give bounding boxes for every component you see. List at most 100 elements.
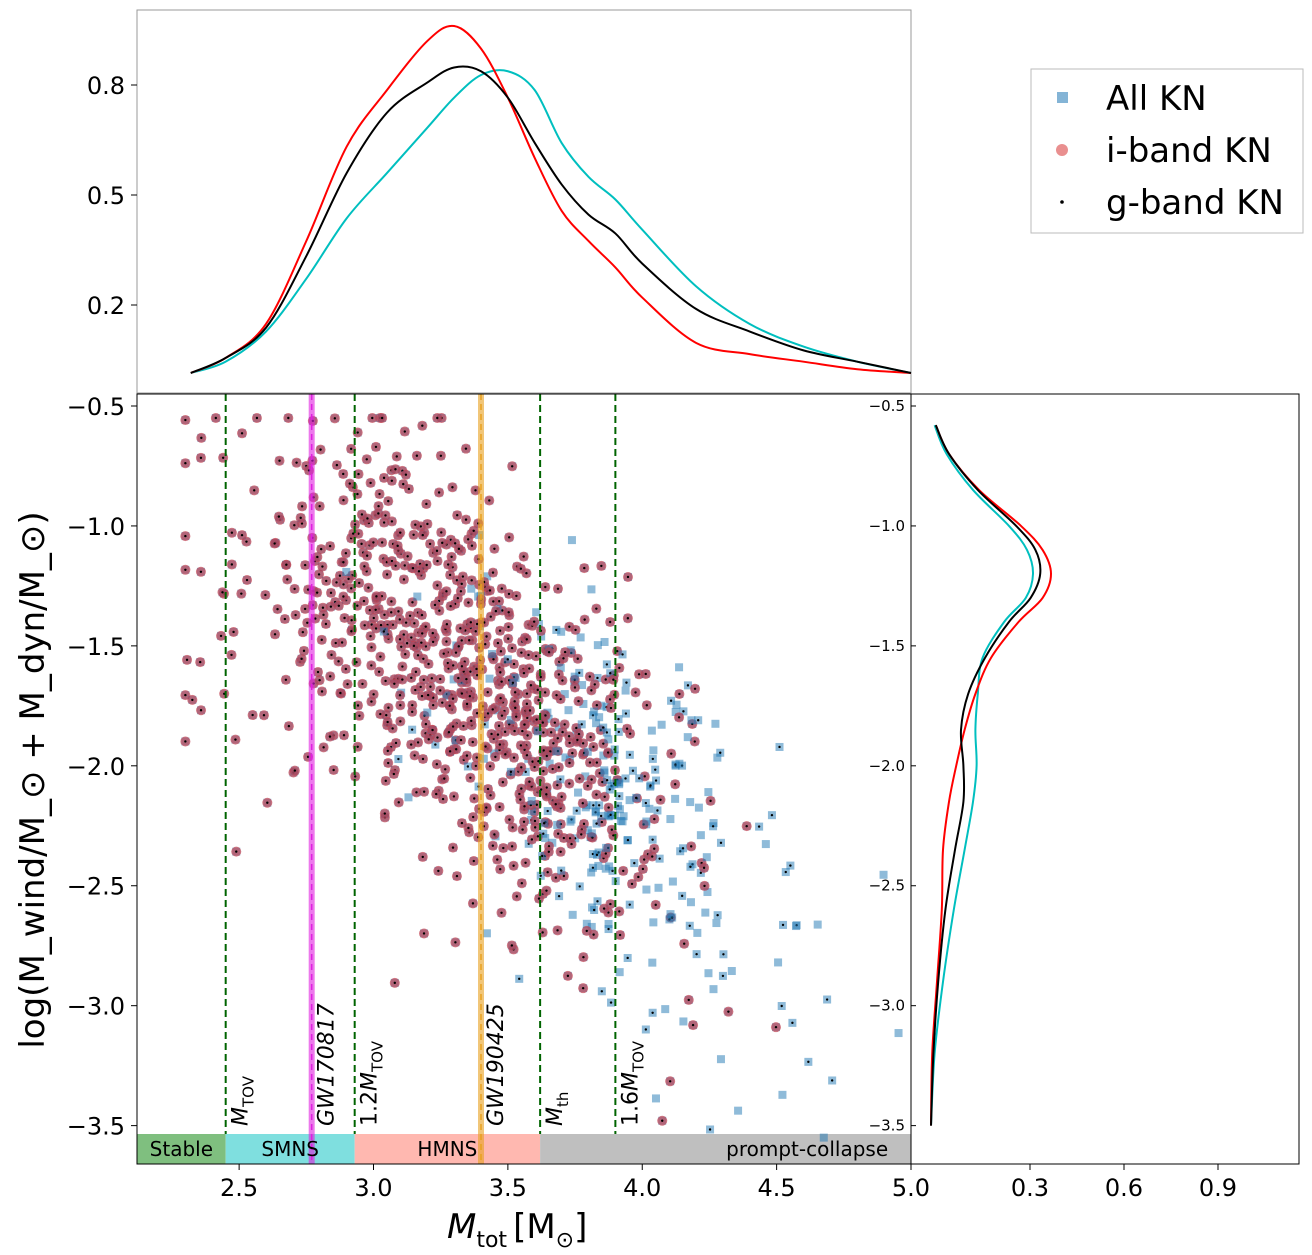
right-y-tick-label: −1.5 <box>869 637 905 655</box>
point-all-kn <box>648 958 657 967</box>
point-g-band-kn <box>369 481 372 485</box>
point-g-band-kn <box>441 797 445 801</box>
point-g-band-kn <box>446 563 450 566</box>
point-g-band-kn <box>522 820 526 824</box>
point-all-kn <box>511 673 520 682</box>
point-g-band-kn <box>444 768 447 771</box>
point-g-band-kn <box>514 706 517 710</box>
point-g-band-kn <box>422 657 425 660</box>
point-all-kn <box>778 1090 787 1099</box>
point-g-band-kn <box>410 728 414 731</box>
legend-label-all-kn: All KN <box>1106 79 1207 119</box>
point-g-band-kn <box>807 1060 810 1064</box>
point-g-band-kn <box>541 721 544 724</box>
point-all-kn <box>532 608 541 617</box>
point-g-band-kn <box>452 795 456 798</box>
point-g-band-kn <box>410 636 413 639</box>
vline-label-5: 1.6MTOV <box>618 1040 647 1126</box>
point-g-band-kn <box>568 782 571 785</box>
point-g-band-kn <box>467 826 470 830</box>
point-g-band-kn <box>523 723 526 726</box>
point-g-band-kn <box>784 870 787 874</box>
point-g-band-kn <box>350 619 353 622</box>
point-g-band-kn <box>547 650 551 654</box>
point-g-band-kn <box>330 653 333 657</box>
x-axis-label: Mtot [M⊙] <box>447 1207 587 1253</box>
point-g-band-kn <box>426 522 429 526</box>
point-g-band-kn <box>200 436 203 440</box>
point-g-band-kn <box>497 600 501 603</box>
point-g-band-kn <box>609 672 612 675</box>
point-all-kn <box>342 567 351 576</box>
point-g-band-kn <box>428 542 432 546</box>
point-g-band-kn <box>436 736 439 739</box>
point-g-band-kn <box>537 760 540 763</box>
point-all-kn <box>599 751 608 760</box>
point-g-band-kn <box>544 714 547 717</box>
point-g-band-kn <box>555 628 558 632</box>
point-all-kn <box>604 919 613 928</box>
point-g-band-kn <box>512 662 516 666</box>
point-g-band-kn <box>277 515 281 518</box>
point-g-band-kn <box>392 772 396 776</box>
x-tick-label: 2.5 <box>220 1174 258 1202</box>
point-g-band-kn <box>322 613 325 617</box>
point-all-kn <box>579 699 588 708</box>
point-all-kn <box>703 888 712 897</box>
point-g-band-kn <box>451 725 455 728</box>
point-g-band-kn <box>825 998 829 1001</box>
point-g-band-kn <box>382 630 386 633</box>
point-g-band-kn <box>585 929 588 933</box>
region-band-2 <box>354 1134 541 1164</box>
point-all-kn <box>694 803 703 812</box>
point-g-band-kn <box>641 867 645 871</box>
point-g-band-kn <box>580 723 583 726</box>
point-g-band-kn <box>397 801 400 804</box>
point-g-band-kn <box>586 784 589 788</box>
point-all-kn <box>541 834 550 843</box>
point-g-band-kn <box>507 637 510 640</box>
point-g-band-kn <box>370 664 373 667</box>
point-g-band-kn <box>602 742 605 745</box>
point-g-band-kn <box>184 568 187 571</box>
point-g-band-kn <box>450 555 453 559</box>
point-g-band-kn <box>719 751 722 754</box>
point-g-band-kn <box>278 459 281 462</box>
point-g-band-kn <box>413 622 416 625</box>
legend: All KN i-band KN g-band KN <box>1030 68 1304 234</box>
point-all-kn <box>506 715 515 724</box>
point-g-band-kn <box>625 681 628 684</box>
point-g-band-kn <box>355 660 358 664</box>
point-g-band-kn <box>658 857 661 860</box>
point-g-band-kn <box>612 834 615 837</box>
point-g-band-kn <box>610 828 614 831</box>
point-g-band-kn <box>405 642 409 645</box>
point-g-band-kn <box>414 523 417 526</box>
point-g-band-kn <box>443 777 446 780</box>
point-all-kn <box>560 690 569 699</box>
point-g-band-kn <box>582 955 585 959</box>
point-g-band-kn <box>329 591 333 595</box>
point-g-band-kn <box>595 704 599 707</box>
point-g-band-kn <box>634 796 638 800</box>
point-g-band-kn <box>488 589 492 592</box>
point-g-band-kn <box>501 780 505 784</box>
point-g-band-kn <box>457 676 460 680</box>
point-g-band-kn <box>491 844 495 847</box>
point-g-band-kn <box>449 604 452 608</box>
point-g-band-kn <box>439 689 442 692</box>
point-g-band-kn <box>562 874 566 878</box>
point-g-band-kn <box>545 786 548 789</box>
point-g-band-kn <box>253 489 256 492</box>
point-g-band-kn <box>589 735 592 739</box>
point-g-band-kn <box>380 541 384 544</box>
point-g-band-kn <box>609 706 613 710</box>
point-g-band-kn <box>493 547 496 550</box>
point-g-band-kn <box>498 805 501 809</box>
point-g-band-kn <box>590 689 593 692</box>
right-x-tick-label: 0.9 <box>1199 1174 1237 1202</box>
point-g-band-kn <box>518 977 521 981</box>
point-all-kn <box>668 877 677 886</box>
point-g-band-kn <box>560 795 563 798</box>
point-g-band-kn <box>578 777 581 780</box>
